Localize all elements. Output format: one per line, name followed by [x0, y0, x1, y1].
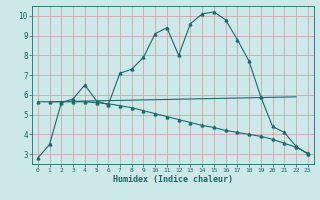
X-axis label: Humidex (Indice chaleur): Humidex (Indice chaleur) — [113, 175, 233, 184]
